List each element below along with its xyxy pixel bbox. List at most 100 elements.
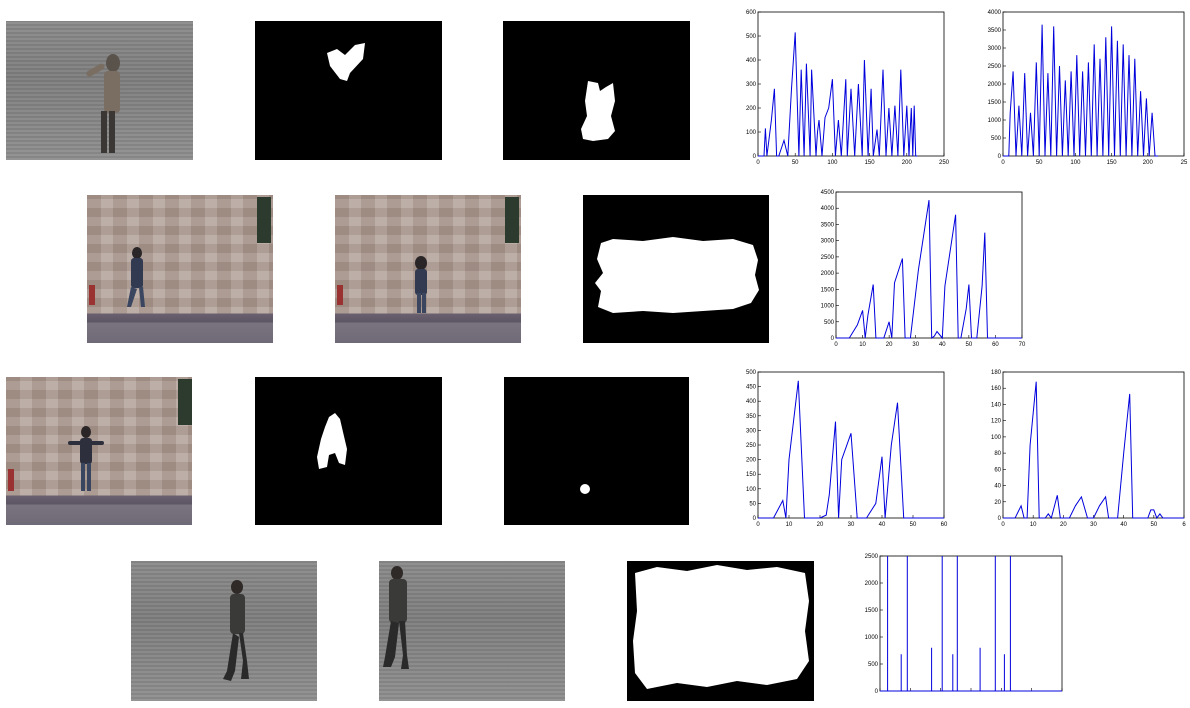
y-tick-label: 100 — [746, 130, 757, 136]
line-chart: 0 100 200 300 400 500 600 0 50 100 150 200 250 — [746, 10, 950, 166]
y-tick-label: 0 — [753, 154, 757, 160]
chart-r3c1: 0 50 100 150 200 250 300 350 400 450 500 0 10 20 30 40 5… — [740, 368, 950, 530]
mask-blob — [580, 484, 590, 494]
x-tick-label: 100 — [1070, 160, 1081, 166]
y-tick-label: 4500 — [821, 190, 835, 196]
y-tick-label: 140 — [991, 402, 1002, 408]
plot-frame — [757, 371, 945, 519]
x-tick-label: 150 — [865, 160, 876, 166]
y-tick-label: 200 — [746, 458, 757, 464]
plot-frame — [879, 555, 1063, 692]
y-tick-label: 4000 — [821, 206, 835, 212]
mask-blob — [595, 237, 759, 313]
x-tick-label: 70 — [1019, 342, 1026, 348]
x-tick-label: 0 — [756, 160, 760, 166]
y-tick-label: 400 — [746, 58, 757, 64]
person-figure — [86, 54, 120, 153]
y-tick-label: 180 — [991, 370, 1002, 376]
mask-tiny-blob — [504, 377, 689, 525]
y-tick-label: 40 — [994, 484, 1001, 490]
mask-blob — [627, 561, 814, 701]
mask-large-white-region — [583, 195, 769, 343]
person-figure — [337, 197, 519, 313]
y-tick-label: 500 — [868, 662, 879, 668]
y-tick-label: 0 — [753, 516, 757, 522]
y-tick-label: 60 — [994, 467, 1001, 473]
x-tick-label: 20 — [1060, 522, 1067, 528]
y-tick-label: 3000 — [821, 239, 835, 245]
y-tick-label: 150 — [746, 472, 757, 478]
y-tick-label: 1000 — [821, 304, 835, 310]
chart-r3c2: 0 20 40 60 80 100 120 140 160 180 0 10 20 30 40 50 6 — [985, 368, 1190, 530]
y-tick-label: 3500 — [821, 222, 835, 228]
frame-person-wall-2 — [335, 195, 521, 343]
y-tick-label: 0 — [998, 154, 1002, 160]
y-tick-label: 1500 — [821, 287, 835, 293]
x-tick-label: 200 — [902, 160, 913, 166]
y-tick-label: 500 — [991, 136, 1002, 142]
x-tick-label: 0 — [1001, 160, 1005, 166]
chart-r1c2: 0 500 1000 1500 2000 2500 3000 3500 4000 0 50 100 15… — [985, 8, 1190, 168]
series-line — [836, 200, 1022, 340]
y-tick-label: 600 — [746, 10, 757, 16]
series-line — [1003, 24, 1158, 157]
mask-small-blob-body — [503, 21, 690, 160]
x-tick-label: 40 — [1120, 522, 1127, 528]
line-chart: 0 500 1000 1500 2000 2500 — [865, 554, 1063, 695]
y-tick-label: 160 — [991, 386, 1002, 392]
x-tick-label: 10 — [786, 522, 793, 528]
frame-person-wall-arms-out — [6, 377, 192, 525]
x-tick-label: 50 — [792, 160, 799, 166]
y-tick-label: 120 — [991, 419, 1002, 425]
x-tick-label: 25 — [1181, 160, 1188, 166]
y-tick-label: 100 — [991, 435, 1002, 441]
x-tick-label: 30 — [1090, 522, 1097, 528]
y-tick-label: 1000 — [865, 635, 879, 641]
x-tick-label: 10 — [859, 342, 866, 348]
line-chart: 0 500 1000 1500 2000 2500 3000 3500 4000 4500 0 10 2… — [821, 190, 1026, 348]
y-tick-label: 3500 — [988, 28, 1002, 34]
x-tick-label: 200 — [1143, 160, 1154, 166]
x-tick-label: 50 — [966, 342, 973, 348]
y-tick-label: 350 — [746, 414, 757, 420]
line-chart: 0 500 1000 1500 2000 2500 3000 3500 4000 0 50 100 15… — [988, 10, 1188, 166]
x-tick-label: 100 — [827, 160, 838, 166]
x-tick-label: 0 — [1001, 522, 1005, 528]
y-tick-label: 2500 — [865, 554, 879, 560]
y-tick-label: 2500 — [988, 64, 1002, 70]
x-tick-label: 30 — [848, 522, 855, 528]
x-tick-label: 0 — [756, 522, 760, 528]
y-tick-label: 450 — [746, 385, 757, 391]
x-tick-label: 40 — [879, 522, 886, 528]
x-tick-label: 20 — [886, 342, 893, 348]
line-chart: 0 50 100 150 200 250 300 350 400 450 500 0 10 20 30 40 5… — [746, 370, 948, 528]
y-tick-label: 80 — [994, 451, 1001, 457]
y-tick-label: 100 — [746, 487, 757, 493]
y-tick-label: 200 — [746, 106, 757, 112]
person-figure — [223, 580, 249, 681]
y-tick-label: 400 — [746, 399, 757, 405]
y-tick-label: 2000 — [821, 271, 835, 277]
y-tick-label: 1500 — [988, 100, 1002, 106]
x-tick-label: 20 — [817, 522, 824, 528]
y-tick-label: 2000 — [865, 581, 879, 587]
series-line — [1003, 381, 1184, 520]
mask-small-blob-heart — [255, 21, 442, 160]
y-tick-label: 0 — [875, 689, 879, 695]
y-tick-label: 4000 — [988, 10, 1002, 16]
y-tick-label: 0 — [998, 516, 1002, 522]
mask-blob — [317, 413, 347, 469]
x-tick-label: 50 — [1036, 160, 1043, 166]
mask-white-with-black-border — [627, 561, 814, 701]
x-tick-label: 6 — [1182, 522, 1186, 528]
x-tick-label: 10 — [1030, 522, 1037, 528]
y-tick-label: 500 — [824, 320, 835, 326]
chart-r2c1: 0 500 1000 1500 2000 2500 3000 3500 4000 4500 0 10 2… — [818, 188, 1028, 350]
chart-r1c1: 0 100 200 300 400 500 600 0 50 100 150 200 250 — [740, 8, 950, 168]
x-tick-label: 30 — [912, 342, 919, 348]
frame-person-walking-grass-2 — [379, 561, 565, 701]
y-tick-label: 20 — [994, 500, 1001, 506]
series-line — [758, 380, 944, 519]
plot-frame — [757, 11, 945, 157]
mask-medium-blob-torso — [255, 377, 442, 525]
